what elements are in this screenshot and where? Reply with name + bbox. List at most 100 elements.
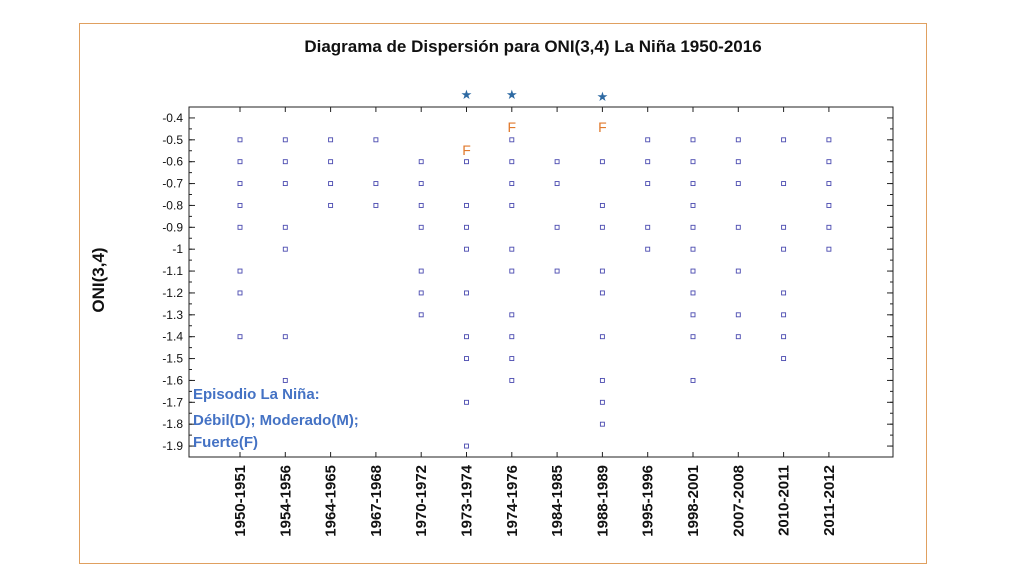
data-point <box>781 356 787 362</box>
y-tick-label: -1.1 <box>162 264 183 278</box>
star-marker: ★ <box>506 88 518 103</box>
data-point <box>690 334 696 340</box>
data-point <box>554 159 560 165</box>
data-point <box>645 159 651 165</box>
y-tick-label: -1.3 <box>162 308 183 322</box>
data-point <box>282 377 288 383</box>
data-point <box>554 224 560 230</box>
data-point <box>599 377 605 383</box>
y-tick-label: -1.2 <box>162 286 183 300</box>
plot-area <box>188 106 894 458</box>
data-point <box>373 202 379 208</box>
chart-frame <box>79 23 927 564</box>
data-point <box>599 159 605 165</box>
x-tick-label: 1964-1965 <box>323 465 340 537</box>
data-point <box>282 159 288 165</box>
annotation-line: Episodio La Niña: <box>193 386 320 403</box>
y-tick-label: -0.5 <box>162 133 183 147</box>
data-point <box>237 202 243 208</box>
strong-episode-label: F <box>462 142 471 158</box>
data-point <box>328 202 334 208</box>
data-point <box>735 181 741 187</box>
data-point <box>418 202 424 208</box>
x-tick-label: 2010-2011 <box>776 465 793 536</box>
data-point <box>554 181 560 187</box>
data-point <box>509 202 515 208</box>
y-tick-label: -0.7 <box>162 177 183 191</box>
data-point <box>237 290 243 296</box>
data-point <box>645 224 651 230</box>
data-point <box>509 159 515 165</box>
data-point <box>237 181 243 187</box>
y-tick-label: -1.8 <box>162 417 183 431</box>
x-tick-label: 1954-1956 <box>277 465 294 537</box>
data-point <box>735 224 741 230</box>
data-point <box>328 137 334 143</box>
y-tick-label: -1.5 <box>162 352 183 366</box>
y-tick-label: -0.8 <box>162 198 183 212</box>
data-point <box>237 159 243 165</box>
x-tick-label: 1974-1976 <box>504 465 521 537</box>
x-tick-label: 1995-1996 <box>640 465 657 537</box>
data-point <box>826 202 832 208</box>
data-point <box>464 224 469 230</box>
data-point <box>690 137 696 143</box>
x-tick-label: 2007-2008 <box>730 465 747 537</box>
data-point <box>464 290 469 296</box>
data-point <box>237 334 243 340</box>
data-point <box>826 181 832 187</box>
data-point <box>735 334 741 340</box>
y-tick-label: -1.9 <box>162 439 183 453</box>
data-point <box>328 181 334 187</box>
data-point <box>690 290 696 296</box>
x-tick-label: 1973-1974 <box>459 464 476 536</box>
data-point <box>781 137 787 143</box>
y-tick-label: -0.9 <box>162 220 183 234</box>
data-point <box>735 268 741 274</box>
x-tick-label: 1967-1968 <box>368 465 385 537</box>
data-point <box>781 334 787 340</box>
data-point <box>826 246 832 252</box>
data-point <box>599 334 605 340</box>
data-point <box>237 224 243 230</box>
data-point <box>645 246 651 252</box>
y-tick-label: -1.7 <box>162 395 183 409</box>
data-point <box>599 224 605 230</box>
data-point <box>237 268 243 274</box>
data-point <box>282 334 288 340</box>
legend-annotation: Episodio La Niña: Débil(D); Moderado(M); F… <box>193 386 359 451</box>
data-point <box>599 268 605 274</box>
data-point <box>690 312 696 318</box>
data-point <box>282 137 288 143</box>
data-point <box>781 246 787 252</box>
x-tick-label: 1988-1989 <box>594 465 611 537</box>
data-point <box>599 202 605 208</box>
x-tick-label: 1998-2001 <box>685 465 702 537</box>
data-point <box>509 246 515 252</box>
data-point <box>599 290 605 296</box>
y-tick-label: -1.4 <box>162 330 183 344</box>
data-point <box>418 290 424 296</box>
data-point <box>373 137 379 143</box>
data-point <box>554 268 560 274</box>
data-point <box>464 246 469 252</box>
chart-title: Diagrama de Dispersión para ONI(3,4) La … <box>304 37 761 56</box>
data-point <box>464 159 469 165</box>
x-tick-label: 1970-1972 <box>413 465 430 537</box>
data-point <box>690 246 696 252</box>
data-point <box>735 159 741 165</box>
data-point <box>282 181 288 187</box>
data-point <box>781 290 787 296</box>
data-point <box>464 356 469 362</box>
x-tick-label: 1950-1951 <box>232 465 249 537</box>
data-point <box>464 334 469 340</box>
data-point <box>599 399 605 405</box>
data-point <box>690 268 696 274</box>
data-point <box>464 443 469 449</box>
y-tick-label: -0.6 <box>162 155 183 169</box>
data-point <box>373 181 379 187</box>
data-point <box>781 181 787 187</box>
data-point <box>826 224 832 230</box>
data-point <box>781 312 787 318</box>
y-axis-label: ONI(3,4) <box>89 247 108 312</box>
